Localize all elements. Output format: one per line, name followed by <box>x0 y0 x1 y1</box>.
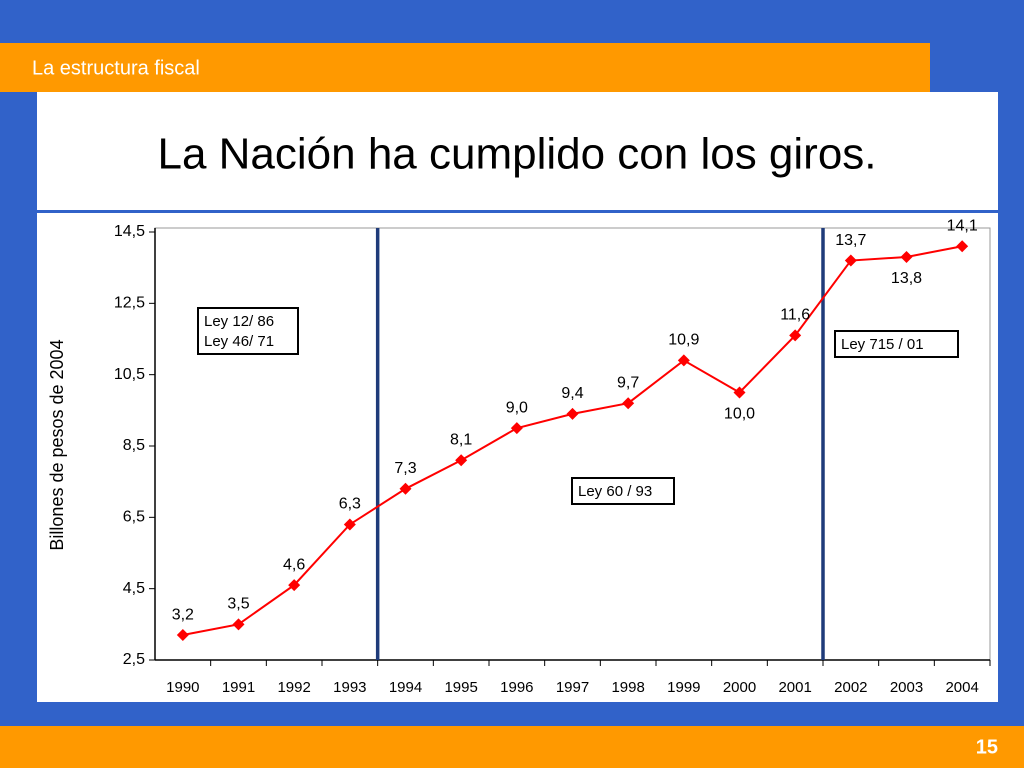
slide-title: La Nación ha cumplido con los giros. <box>157 130 876 179</box>
x-tick-label: 1990 <box>166 679 199 696</box>
y-tick-label: 10,5 <box>114 366 145 383</box>
data-label: 9,0 <box>506 399 528 416</box>
x-tick-label: 1999 <box>667 679 700 696</box>
law-label: Ley 46/ 71 <box>204 333 274 350</box>
y-tick-label: 4,5 <box>123 580 145 597</box>
data-label: 10,9 <box>668 332 699 349</box>
x-tick-label: 1996 <box>500 679 533 696</box>
page-number: 15 <box>976 736 998 758</box>
law-label: Ley 715 / 01 <box>841 336 924 353</box>
title-box <box>37 92 998 210</box>
data-point <box>900 250 913 263</box>
x-tick-label: 2003 <box>890 679 923 696</box>
x-tick-label: 2001 <box>778 679 811 696</box>
x-tick-label: 1995 <box>444 679 477 696</box>
data-label: 4,6 <box>283 556 305 573</box>
x-tick-label: 1992 <box>277 679 310 696</box>
data-point <box>510 422 523 435</box>
header-bar <box>0 43 930 92</box>
x-tick-label: 1991 <box>222 679 255 696</box>
data-point <box>677 354 690 367</box>
data-label: 3,5 <box>227 596 249 613</box>
data-point <box>399 482 412 495</box>
data-label: 13,7 <box>835 232 866 249</box>
data-point <box>844 254 857 267</box>
section-title: La estructura fiscal <box>32 57 200 79</box>
data-point <box>343 518 356 531</box>
data-label: 11,6 <box>780 307 810 324</box>
y-tick-label: 2,5 <box>123 651 145 668</box>
data-label: 6,3 <box>339 496 361 513</box>
data-label: 9,7 <box>617 374 639 391</box>
x-tick-label: 1994 <box>389 679 422 696</box>
law-label: Ley 12/ 86 <box>204 313 274 330</box>
data-point <box>789 329 802 342</box>
law-box <box>834 330 959 358</box>
law-label: Ley 60 / 93 <box>578 483 652 500</box>
y-axis-label: Billones de pesos de 2004 <box>47 339 67 550</box>
law-box <box>571 477 675 505</box>
data-label: 9,4 <box>561 385 583 402</box>
x-tick-label: 1998 <box>611 679 644 696</box>
data-point <box>733 386 746 399</box>
x-tick-label: 1997 <box>556 679 589 696</box>
data-point <box>956 240 969 253</box>
data-label: 14,1 <box>947 217 978 234</box>
data-point <box>455 454 468 467</box>
data-point <box>232 618 245 631</box>
x-tick-label: 1993 <box>333 679 366 696</box>
data-label: 8,1 <box>450 431 472 448</box>
data-point <box>176 629 189 642</box>
y-tick-label: 12,5 <box>114 295 145 312</box>
footer-bar <box>0 726 1024 768</box>
data-label: 3,2 <box>172 606 194 623</box>
data-label: 13,8 <box>891 270 922 287</box>
y-tick-label: 14,5 <box>114 223 145 240</box>
data-point <box>566 407 579 420</box>
x-tick-label: 2004 <box>945 679 978 696</box>
data-point <box>622 397 635 410</box>
law-box <box>197 307 299 355</box>
x-tick-label: 2000 <box>723 679 756 696</box>
data-point <box>288 579 301 592</box>
x-tick-label: 2002 <box>834 679 867 696</box>
y-tick-label: 8,5 <box>123 437 145 454</box>
data-label: 7,3 <box>394 460 416 477</box>
y-tick-label: 6,5 <box>123 509 145 526</box>
chart-area <box>37 213 998 702</box>
data-label: 10,0 <box>724 406 755 423</box>
